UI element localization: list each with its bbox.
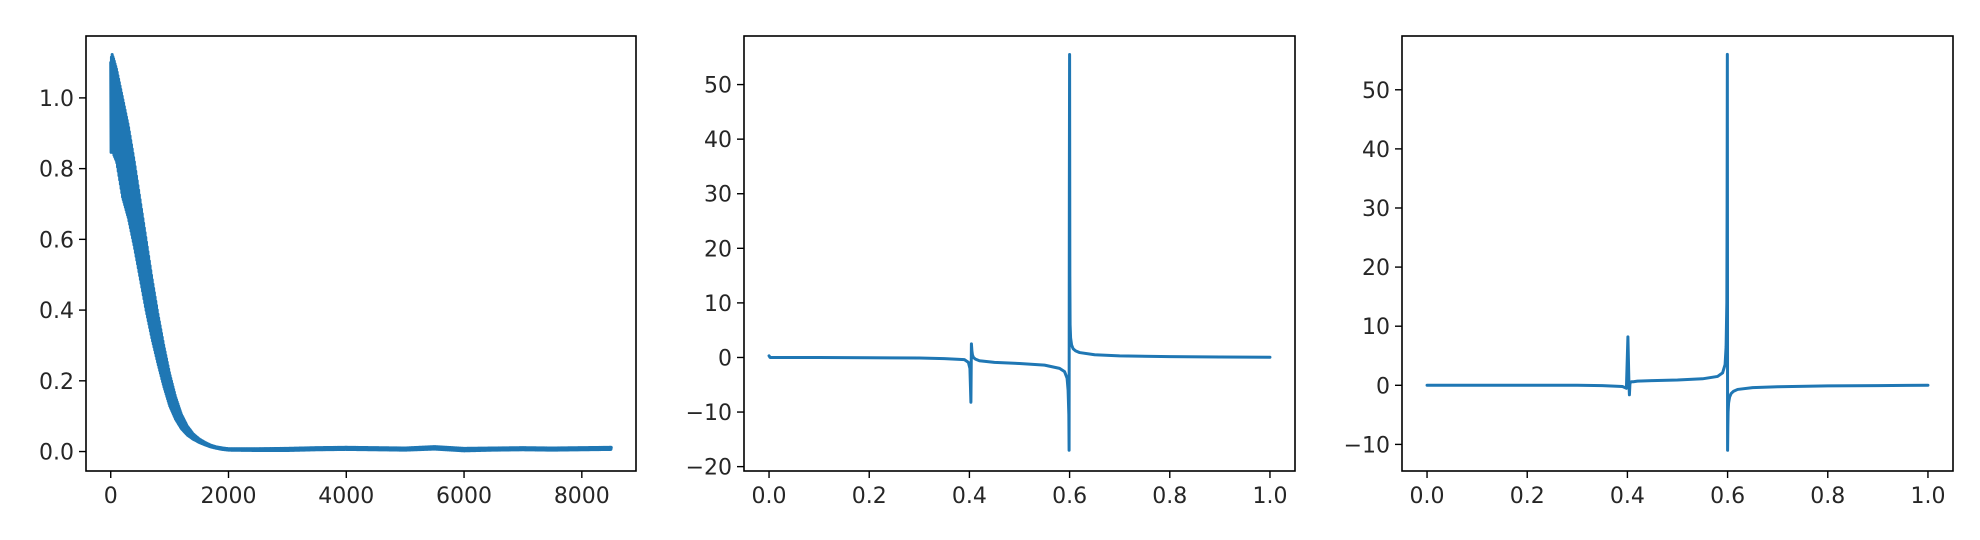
series-line <box>109 52 613 453</box>
series-line <box>1425 52 1930 452</box>
x-tick-label: 0 <box>104 484 118 509</box>
y-tick-label: −10 <box>686 401 732 426</box>
y-tick-label: 0 <box>718 346 732 371</box>
y-tick-label: 40 <box>704 128 732 153</box>
y-tick-label: 40 <box>1362 138 1390 163</box>
y-tick-label: 0.0 <box>39 441 74 466</box>
y-tick-label: 20 <box>1362 256 1390 281</box>
y-tick-label: 1.0 <box>39 87 74 112</box>
x-tick-label: 0.0 <box>752 484 787 509</box>
x-tick-label: 0.4 <box>1610 484 1645 509</box>
subplot-3: 0.0 0.2 0.4 0.6 0.8 1.0 −10 0 10 20 30 40 50 <box>1344 35 1954 509</box>
x-tick-label: 0.4 <box>952 484 987 509</box>
y-tick-label: 20 <box>704 237 732 262</box>
x-tick-label: 0.0 <box>1410 484 1445 509</box>
x-tick-label: 1.0 <box>1252 484 1287 509</box>
y-tick-label: 50 <box>1362 79 1390 104</box>
subplot-2: 0.0 0.2 0.4 0.6 0.8 1.0 −20 −10 0 10 20 30 40 50 <box>686 35 1296 509</box>
y-tick-label: 0.2 <box>39 370 74 395</box>
x-tick-label: 8000 <box>554 484 610 509</box>
axes-frame <box>85 35 637 472</box>
y-tick-label: 30 <box>704 183 732 208</box>
x-tick-label: 0.2 <box>1510 484 1545 509</box>
y-tick-label: 30 <box>1362 197 1390 222</box>
x-tick-label: 0.2 <box>852 484 887 509</box>
x-tick-label: 6000 <box>436 484 492 509</box>
y-tick-label: 50 <box>704 74 732 99</box>
x-tick-label: 0.8 <box>1152 484 1187 509</box>
y-tick-label: 0.4 <box>39 299 74 324</box>
y-tick-label: 10 <box>704 292 732 317</box>
axes-frame <box>1401 35 1954 472</box>
y-tick-label: −10 <box>1344 433 1390 458</box>
axes-frame <box>743 35 1296 472</box>
y-tick-label: −20 <box>686 456 732 481</box>
y-tick-label: 0.6 <box>39 228 74 253</box>
x-tick-label: 2000 <box>201 484 257 509</box>
subplot-1: 0 2000 4000 6000 8000 0.0 0.2 0.4 0.6 0.8 1.0 <box>39 35 637 509</box>
x-tick-label: 0.6 <box>1052 484 1087 509</box>
x-tick-label: 1.0 <box>1910 484 1945 509</box>
x-tick-label: 0.6 <box>1710 484 1745 509</box>
x-tick-label: 0.8 <box>1810 484 1845 509</box>
series-line <box>767 53 1272 452</box>
y-tick-label: 0.8 <box>39 158 74 183</box>
x-tick-label: 4000 <box>318 484 374 509</box>
y-tick-label: 0 <box>1376 374 1390 399</box>
y-tick-label: 10 <box>1362 315 1390 340</box>
